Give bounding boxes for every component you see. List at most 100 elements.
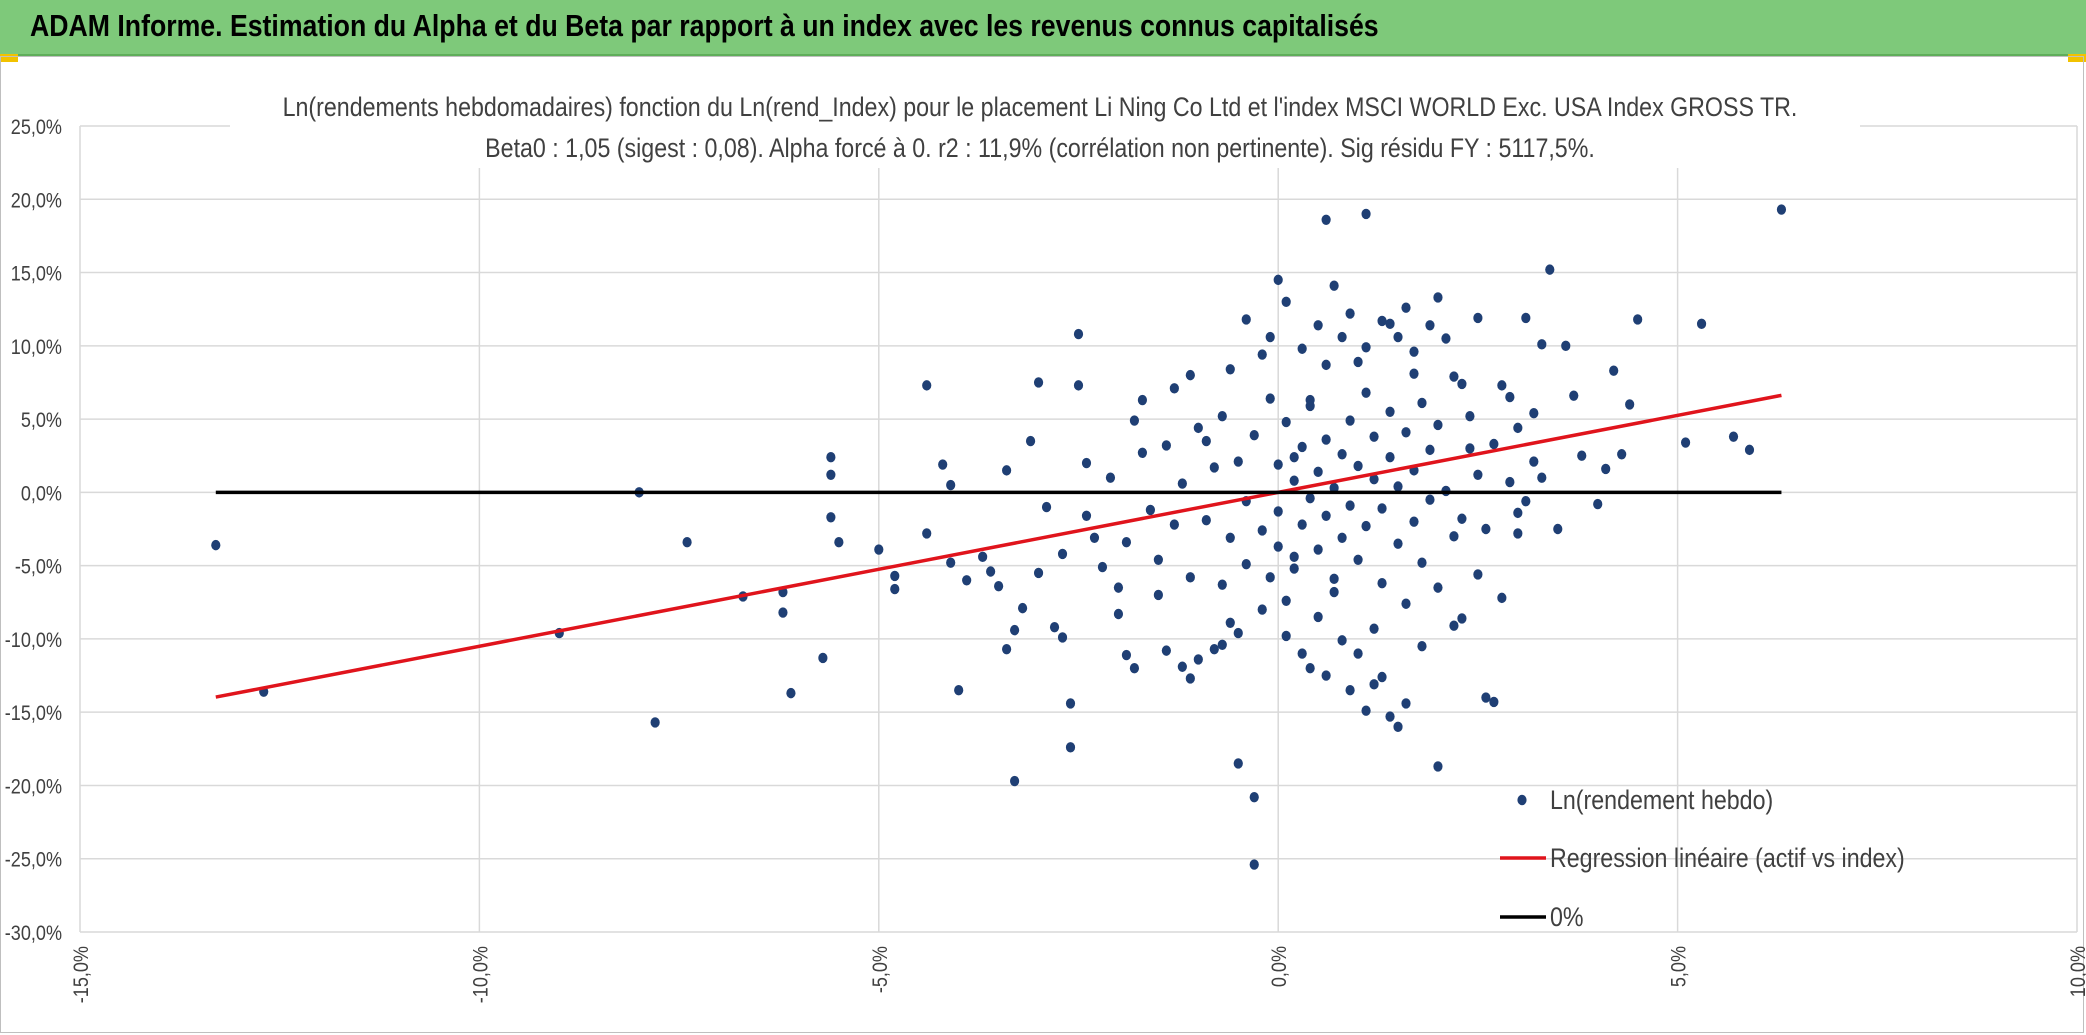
data-point (1617, 449, 1627, 460)
data-point (1353, 554, 1363, 565)
y-tick-label: 10,0% (11, 336, 62, 360)
data-point (1321, 359, 1331, 371)
data-point (1321, 434, 1331, 445)
data-point (1481, 523, 1491, 535)
data-point (1289, 475, 1299, 486)
data-point (1002, 643, 1012, 655)
data-point (826, 512, 836, 523)
x-tick-label: 5,0% (1667, 946, 1691, 987)
data-point (1433, 292, 1443, 303)
data-point (1017, 602, 1028, 614)
data-point (1329, 280, 1339, 291)
data-point (1369, 473, 1379, 485)
data-point (1145, 504, 1155, 516)
data-point (1265, 331, 1275, 343)
data-point (1281, 595, 1291, 607)
data-point (1513, 422, 1523, 434)
data-point (1337, 635, 1347, 646)
data-point (1369, 431, 1379, 442)
legend-item-zero: 0% (1550, 902, 1584, 932)
x-tick-label: -5,0% (869, 946, 893, 993)
data-point (1097, 561, 1108, 573)
grid-lines (79, 125, 2078, 933)
data-point (890, 570, 900, 582)
data-point (1457, 613, 1467, 624)
data-point (1193, 422, 1203, 434)
data-point (1297, 343, 1307, 354)
data-point (1185, 572, 1195, 583)
data-point (1489, 696, 1499, 708)
data-point (1073, 328, 1084, 340)
data-point (1113, 608, 1124, 620)
data-point (1273, 459, 1283, 470)
data-point (1177, 478, 1187, 489)
data-point (1289, 551, 1299, 563)
data-point (1393, 538, 1403, 549)
data-point (1513, 528, 1523, 539)
data-point (1417, 641, 1427, 652)
data-point (1609, 365, 1619, 376)
x-tick-label: 0,0% (1268, 946, 1292, 987)
data-point (778, 607, 788, 618)
data-point (1041, 501, 1052, 513)
corner-marker-left (0, 54, 18, 62)
data-point (1121, 649, 1132, 661)
data-point (1209, 462, 1219, 473)
data-point (1281, 630, 1291, 642)
data-point (1473, 312, 1483, 324)
data-point (1433, 582, 1443, 593)
y-tick-label: -5,0% (15, 555, 62, 579)
data-point (1433, 761, 1443, 772)
data-point (1033, 377, 1044, 388)
data-point (1225, 364, 1235, 375)
data-point (1129, 415, 1140, 426)
data-point (1401, 698, 1411, 709)
data-point (1353, 460, 1363, 472)
data-point (1249, 859, 1259, 870)
data-point (1161, 645, 1171, 656)
legend-item-scatter: Ln(rendement hebdo) (1550, 785, 1773, 815)
data-point (1449, 371, 1459, 382)
data-point (1728, 431, 1739, 442)
chart-frame (0, 56, 2084, 1033)
legend-item-regression: Regression linéaire (actif vs index) (1550, 843, 1905, 873)
data-point (1361, 705, 1371, 716)
data-point (946, 557, 956, 568)
data-point (1361, 342, 1371, 353)
data-point (1249, 430, 1259, 441)
y-tick-label: -25,0% (5, 848, 62, 872)
data-point (1089, 532, 1100, 543)
data-point (1497, 380, 1507, 391)
data-point (1313, 611, 1323, 623)
data-point (1385, 406, 1395, 417)
data-point (786, 687, 796, 699)
data-point (1257, 525, 1267, 536)
data-points (211, 204, 1787, 870)
y-tick-label: 5,0% (21, 409, 62, 433)
data-point (1321, 214, 1331, 225)
report-title: ADAM Informe. Estimation du Alpha et du … (30, 8, 1379, 43)
data-point (682, 536, 692, 548)
data-point (1377, 671, 1387, 683)
data-point (1545, 264, 1555, 275)
data-point (1601, 463, 1611, 475)
data-point (1217, 639, 1227, 650)
data-point (1009, 775, 1020, 787)
data-point (1081, 510, 1092, 522)
data-point (1744, 444, 1755, 456)
data-point (1265, 572, 1275, 583)
data-point (1425, 320, 1435, 331)
data-point (1249, 791, 1259, 803)
data-point (1185, 369, 1195, 381)
data-point (1345, 685, 1355, 696)
data-point (1409, 346, 1419, 357)
data-point (211, 539, 221, 551)
data-point (962, 575, 972, 586)
data-point (1409, 516, 1419, 527)
data-point (1289, 563, 1299, 574)
data-point (1529, 408, 1539, 419)
y-tick-label: -30,0% (5, 922, 62, 946)
data-point (834, 536, 844, 548)
data-point (874, 544, 884, 555)
data-point (1321, 510, 1331, 522)
